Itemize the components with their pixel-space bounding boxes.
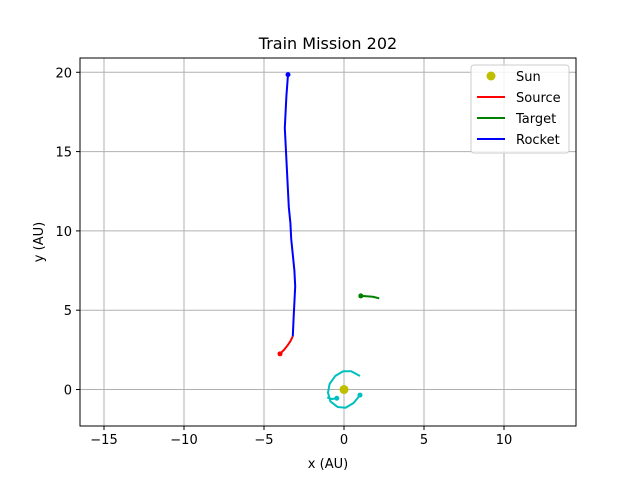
source-trajectory-line bbox=[279, 335, 294, 355]
legend-sun-marker bbox=[486, 71, 496, 81]
y-axis-ticks: 0 5 10 15 20 bbox=[55, 66, 80, 399]
legend-source-label: Source bbox=[516, 91, 561, 106]
inner-orbit-endpoint bbox=[334, 395, 340, 401]
x-tick-label: −15 bbox=[90, 433, 117, 448]
legend-rocket-label: Rocket bbox=[516, 133, 560, 148]
legend-target-label: Target bbox=[515, 112, 556, 127]
plot-area bbox=[277, 72, 380, 409]
legend-sun-label: Sun bbox=[516, 70, 541, 85]
axes-frame bbox=[79, 57, 577, 427]
chart-title: Train Mission 202 bbox=[258, 34, 397, 53]
x-tick-label: 0 bbox=[340, 433, 348, 448]
y-tick-label: 5 bbox=[64, 304, 72, 319]
legend-box bbox=[470, 64, 570, 154]
target-endpoint bbox=[358, 293, 364, 299]
x-axis-ticks: −15 −10 −5 0 5 10 bbox=[90, 426, 512, 448]
legend: Sun Source Target Rocket bbox=[470, 64, 570, 154]
inner-orbit-endpoint bbox=[357, 392, 363, 398]
y-tick-label: 10 bbox=[55, 225, 72, 240]
x-tick-label: −5 bbox=[254, 433, 273, 448]
y-tick-label: 20 bbox=[55, 66, 72, 81]
source-endpoint bbox=[277, 351, 283, 357]
rocket-endpoint bbox=[285, 72, 291, 78]
y-tick-label: 15 bbox=[55, 146, 72, 161]
rocket-trajectory-line bbox=[283, 74, 297, 337]
target-trajectory-line bbox=[360, 294, 380, 300]
x-axis-label: x (AU) bbox=[308, 457, 348, 472]
x-tick-label: 5 bbox=[420, 433, 428, 448]
x-tick-label: −10 bbox=[170, 433, 197, 448]
inner-orbit-line bbox=[327, 370, 361, 409]
x-tick-label: 10 bbox=[496, 433, 513, 448]
y-tick-label: 0 bbox=[64, 384, 72, 399]
y-axis-label: y (AU) bbox=[32, 222, 47, 262]
sun-marker bbox=[339, 385, 349, 395]
